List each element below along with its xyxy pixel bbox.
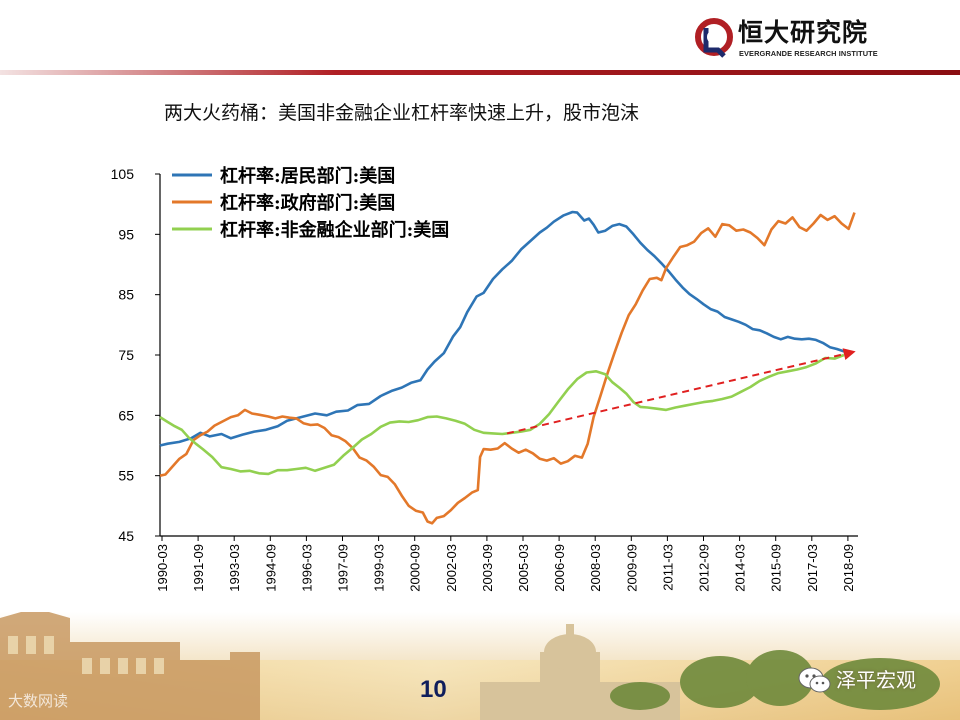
legend-label-3: 杠杆率:非金融企业部门:美国 xyxy=(220,219,449,241)
x-tick-label: 1993-03 xyxy=(227,544,242,592)
x-tick-label: 1991-09 xyxy=(191,544,206,592)
y-tick-label: 75 xyxy=(118,347,134,363)
x-tick-label: 2018-09 xyxy=(841,544,856,592)
x-tick-label: 1994-09 xyxy=(263,544,278,592)
x-tick-label: 2014-03 xyxy=(733,544,748,592)
x-tick-label: 1999-03 xyxy=(372,544,387,592)
legend-label-1: 杠杆率:居民部门:美国 xyxy=(220,165,395,187)
y-tick-label: 105 xyxy=(111,166,135,182)
y-tick-label: 45 xyxy=(118,528,134,544)
x-tick-label: 2012-09 xyxy=(697,544,712,592)
footer-scenery xyxy=(0,612,960,720)
wechat-account-name: 泽平宏观 xyxy=(836,668,916,692)
x-tick-label: 1997-09 xyxy=(336,544,351,592)
x-tick-label: 2005-03 xyxy=(516,544,531,592)
x-tick-label: 2009-09 xyxy=(624,544,639,592)
legend-label-2: 杠杆率:政府部门:美国 xyxy=(220,192,395,214)
watermark-text: 大数网读 xyxy=(8,692,69,710)
x-tick-label: 2002-03 xyxy=(444,544,459,592)
brand-name: 恒大研究院 xyxy=(738,18,869,47)
y-tick-label: 65 xyxy=(118,407,134,423)
page-title: 两大火药桶：美国非金融企业杠杆率快速上升，股市泡沫 xyxy=(164,102,640,124)
x-tick-label: 1996-03 xyxy=(299,544,314,592)
series-line-1 xyxy=(159,210,845,447)
footer-buildings-illustration xyxy=(0,612,960,720)
wechat-badge: 泽平宏观 xyxy=(798,664,958,698)
wechat-icon xyxy=(798,667,831,693)
x-tick-label: 2003-09 xyxy=(480,544,495,592)
series-line-3 xyxy=(159,353,845,476)
y-tick-label: 95 xyxy=(118,226,134,242)
x-tick-label: 2011-03 xyxy=(660,544,675,591)
y-tick-label: 55 xyxy=(118,468,134,484)
x-tick-label: 2015-09 xyxy=(769,544,784,592)
x-tick-label: 2017-03 xyxy=(805,544,820,592)
brand-logo: 恒大研究院 EVERGRANDE RESEARCH INSTITUTE xyxy=(694,14,894,64)
trend-arrow-line xyxy=(506,353,845,435)
leverage-line-chart: 45 55 65 75 85 95 105 1990-03 1991-09 1993-03 1994… xyxy=(111,165,858,592)
x-tick-label: 2000-09 xyxy=(408,544,423,592)
y-tick-label: 85 xyxy=(118,287,134,303)
x-tick-label: 1990-03 xyxy=(155,544,170,592)
header-divider xyxy=(0,70,960,75)
x-tick-label: 2006-09 xyxy=(552,544,567,592)
page-number: 10 xyxy=(420,676,447,703)
evergrande-logo-icon xyxy=(695,18,733,58)
series-line-2 xyxy=(159,212,856,525)
brand-name-en: EVERGRANDE RESEARCH INSTITUTE xyxy=(739,49,878,58)
trend-arrow-head xyxy=(842,348,856,360)
x-tick-label: 2008-03 xyxy=(588,544,603,592)
header-band xyxy=(0,0,960,72)
